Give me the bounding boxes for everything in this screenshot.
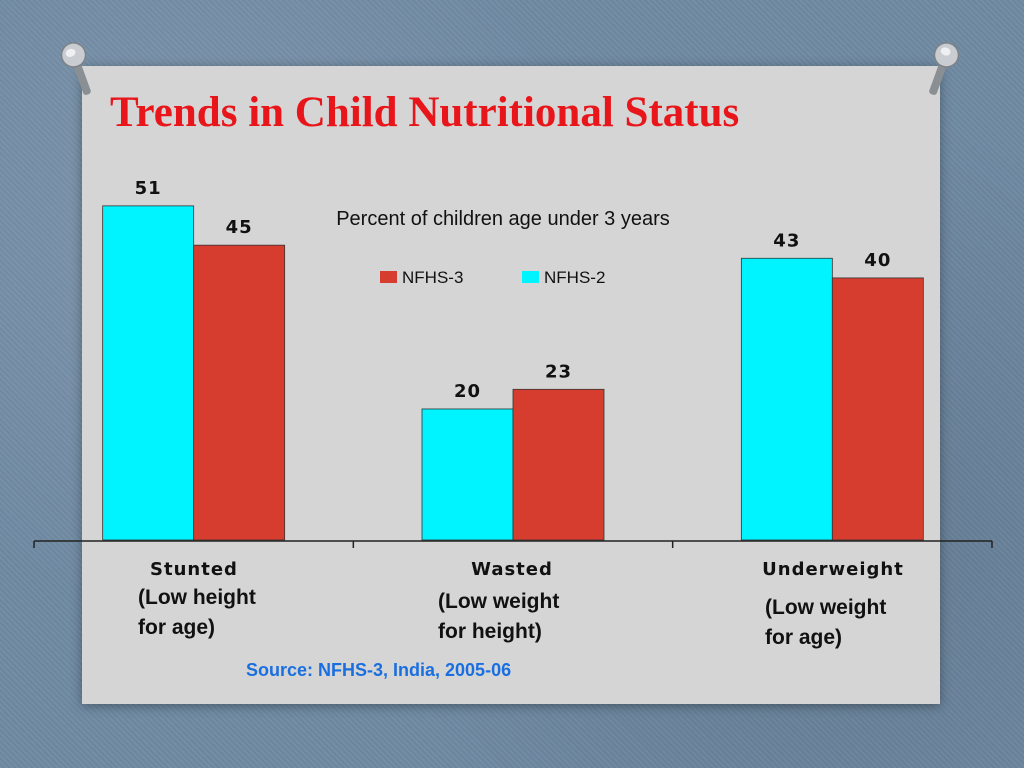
source-note: Source: NFHS-3, India, 2005-06 [246, 660, 512, 680]
data-label-wasted-nfhs-3: 23 [545, 361, 572, 382]
category-description-line: for age) [765, 626, 843, 649]
category-label-underweight: Underweight [762, 559, 904, 580]
category-description-wasted: (Low weight for height) [438, 587, 559, 647]
x-axis-ticks [33, 541, 993, 548]
bar-stunted-nfhs-3 [193, 244, 286, 541]
bar-stunted-nfhs-2 [102, 205, 195, 541]
pushpin-right-icon [929, 42, 960, 95]
bar-underweight-nfhs-2 [740, 257, 833, 541]
bar-wasted-nfhs-3 [512, 388, 605, 541]
category-description-line: (Low weight [765, 596, 887, 619]
category-description-line: for age) [138, 616, 216, 639]
chart-bars: 51 45 20 23 43 40 [102, 178, 924, 541]
category-description-underweight: (Low weight for age) [765, 593, 886, 653]
category-description-line: (Low weight [438, 590, 560, 613]
data-label-underweight-nfhs-2: 43 [773, 230, 800, 251]
data-label-underweight-nfhs-3: 40 [864, 250, 891, 271]
category-label-stunted: Stunted [150, 559, 238, 580]
data-label-stunted-nfhs-3: 45 [226, 217, 253, 238]
category-description-line: (Low height [138, 586, 256, 609]
bar-underweight-nfhs-3 [831, 277, 924, 541]
data-label-wasted-nfhs-2: 20 [454, 381, 481, 402]
category-label-wasted: Wasted [471, 559, 553, 580]
x-axis-category-labels: Stunted Wasted Underweight [150, 559, 904, 580]
legend-swatch-nfhs-2 [522, 271, 539, 283]
category-description-stunted: (Low height for age) [138, 583, 256, 643]
category-description-line: for height) [438, 620, 542, 643]
legend-label-nfhs-3: NFHS-3 [402, 268, 463, 287]
chart-legend: NFHS-3 NFHS-2 [380, 268, 605, 287]
pushpin-left-icon [60, 42, 91, 95]
slide-title: Trends in Child Nutritional Status [110, 89, 740, 136]
data-label-stunted-nfhs-2: 51 [135, 178, 162, 199]
legend-label-nfhs-2: NFHS-2 [544, 268, 605, 287]
bar-wasted-nfhs-2 [421, 408, 514, 541]
legend-swatch-nfhs-3 [380, 271, 397, 283]
chart-title: Percent of children age under 3 years [336, 208, 670, 230]
